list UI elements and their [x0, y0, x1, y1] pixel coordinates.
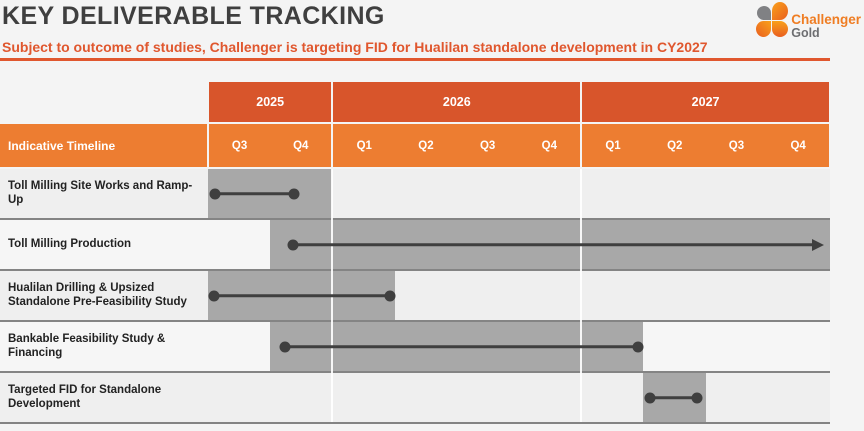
row-label: Targeted FID for Standalone Development [8, 383, 162, 410]
logo-subname: Gold [791, 25, 820, 40]
gantt-line [214, 293, 391, 298]
year-cell: 2027 [582, 82, 829, 122]
quarter-label: Q2 [418, 139, 434, 152]
gantt-row: Toll Milling Site Works and Ramp-Up [0, 169, 830, 218]
logo-name: Challenger [791, 12, 861, 27]
row-label: Hualilan Drilling & Upsized Standalone P… [8, 281, 187, 308]
quarter-group: Q3 Q4 [209, 124, 332, 167]
line-start-dot [209, 188, 221, 199]
row-label: Bankable Feasibility Study & Financing [8, 332, 166, 359]
quarter-label: Q4 [541, 139, 558, 152]
petal-orange-icon [772, 2, 789, 20]
quarter-group: Q1 Q2 Q3 Q4 [582, 124, 829, 167]
quarter-label: Q3 [479, 139, 496, 152]
line-arrow-icon [811, 238, 824, 251]
logo-mark-icon [756, 2, 789, 40]
quarter-group: Q1 Q2 Q3 Q4 [333, 124, 581, 167]
gantt-row: Toll Milling Production [0, 218, 830, 269]
gantt-body: Toll Milling Site Works and Ramp-Up Toll … [0, 169, 830, 424]
petal-orange-icon [756, 21, 772, 37]
quarter-label: Q1 [605, 139, 621, 152]
quarter-header-row: Indicative Timeline Q3 Q4 Q1 Q2 Q3 Q4 Q1 Q2 Q3 Q4 [0, 124, 830, 167]
gantt-row: Targeted FID for Standalone Development [0, 371, 830, 422]
gantt-line [650, 395, 697, 400]
quarter-label: Q4 [790, 139, 806, 152]
quarter-label: Q3 [728, 139, 745, 152]
line-start-dot [279, 341, 291, 352]
year-header-row: 2025 2026 2027 [0, 82, 830, 122]
page-subtitle: Subject to outcome of studies, Challenge… [2, 39, 708, 55]
gantt-row: Hualilan Drilling & Upsized Standalone P… [0, 269, 830, 320]
year-cell: 2026 [333, 82, 581, 122]
petal-gray-icon [757, 6, 772, 20]
gantt-table: 2025 2026 2027 Indicative Timeline Q3 Q4 Q1 Q… [0, 82, 830, 424]
gantt-row: Bankable Feasibility Study & Financing [0, 320, 830, 371]
logo: Challenger Gold [756, 2, 861, 40]
quarter-label: Q3 [231, 139, 248, 152]
accent-divider [0, 58, 830, 61]
line-start-dot [287, 239, 299, 250]
row-label: Toll Milling Site Works and Ramp-Up [8, 179, 193, 206]
gantt-line [214, 191, 294, 196]
logo-text: Challenger Gold [791, 13, 861, 39]
line-end-dot [632, 341, 644, 352]
quarter-label: Q2 [667, 139, 683, 152]
line-start-dot [208, 290, 220, 301]
page-title: KEY DELIVERABLE TRACKING [2, 2, 385, 30]
indicative-timeline-label: Indicative Timeline [0, 124, 207, 167]
year-divider-line [580, 169, 583, 422]
gantt-line [293, 242, 814, 247]
line-end-dot [384, 290, 396, 301]
row-label: Toll Milling Production [8, 237, 132, 250]
line-end-dot [691, 392, 703, 403]
line-start-dot [644, 392, 656, 403]
line-end-dot [288, 188, 300, 199]
petal-orange-icon [772, 21, 789, 37]
year-cell: 2025 [209, 82, 332, 122]
quarter-label: Q1 [356, 139, 372, 152]
gantt-line [285, 344, 638, 349]
quarter-label: Q4 [293, 139, 309, 152]
